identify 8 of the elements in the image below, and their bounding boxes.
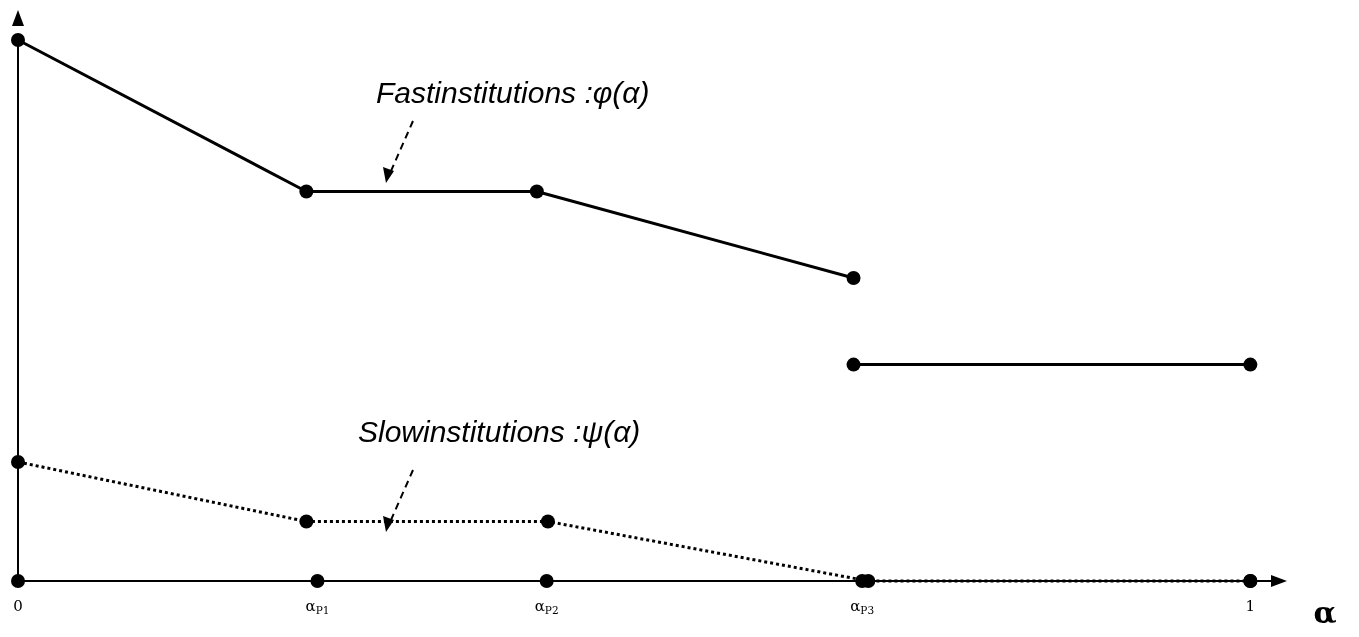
x-tick-label: α$_{P2}$: [534, 597, 559, 617]
x-tick-label: α$_{P1}$: [305, 597, 330, 617]
x-tick-label: 0: [13, 597, 23, 615]
x-tick-label: α$_{P3}$: [850, 597, 875, 617]
x-tick-label: 1: [1245, 597, 1256, 615]
x-axis-title: α: [1313, 595, 1337, 630]
text: Slowinstitutions :ψ(α): [358, 415, 641, 448]
text: Fastinstitutions :φ(α): [376, 76, 650, 109]
